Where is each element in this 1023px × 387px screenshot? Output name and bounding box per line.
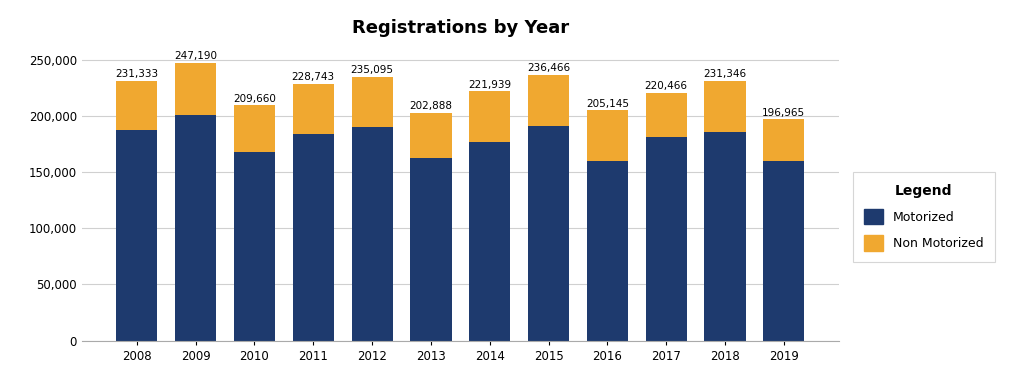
Bar	[705, 132, 746, 341]
Bar	[293, 84, 333, 134]
Text: 196,965: 196,965	[762, 108, 805, 118]
Text: 231,346: 231,346	[704, 69, 747, 79]
Bar	[234, 105, 275, 152]
Bar	[587, 110, 628, 161]
Bar	[646, 137, 686, 341]
Text: 221,939: 221,939	[469, 80, 512, 90]
Bar	[234, 152, 275, 341]
Bar	[410, 113, 451, 158]
Text: 205,145: 205,145	[586, 99, 629, 109]
Bar	[175, 115, 216, 341]
Text: 202,888: 202,888	[409, 101, 452, 111]
Bar	[117, 81, 158, 130]
Text: 236,466: 236,466	[527, 63, 570, 74]
Text: 220,466: 220,466	[644, 81, 687, 91]
Bar	[763, 161, 804, 341]
Bar	[470, 142, 510, 341]
Text: 231,333: 231,333	[116, 69, 159, 79]
Bar	[528, 75, 569, 126]
Title: Registrations by Year: Registrations by Year	[352, 19, 569, 36]
Bar	[352, 77, 393, 127]
Bar	[117, 130, 158, 341]
Bar	[293, 134, 333, 341]
Text: 228,743: 228,743	[292, 72, 335, 82]
Legend: Motorized, Non Motorized: Motorized, Non Motorized	[853, 172, 994, 262]
Bar	[410, 158, 451, 341]
Bar	[646, 93, 686, 137]
Text: 235,095: 235,095	[351, 65, 394, 75]
Bar	[175, 63, 216, 115]
Bar	[763, 120, 804, 161]
Text: 247,190: 247,190	[174, 51, 217, 62]
Bar	[705, 81, 746, 132]
Bar	[528, 126, 569, 341]
Bar	[352, 127, 393, 341]
Text: 209,660: 209,660	[233, 94, 276, 103]
Bar	[470, 91, 510, 142]
Bar	[587, 161, 628, 341]
